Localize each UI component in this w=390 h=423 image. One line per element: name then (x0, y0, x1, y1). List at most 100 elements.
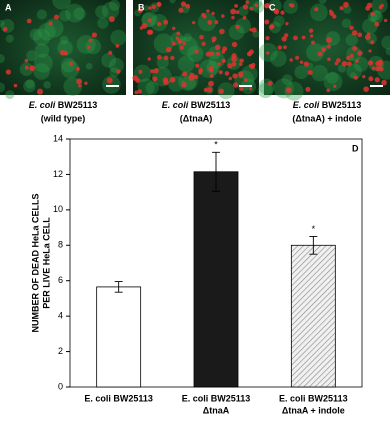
red-cell (333, 84, 337, 88)
red-cell (230, 8, 237, 15)
red-cell (326, 88, 331, 93)
green-blob (197, 12, 217, 32)
red-cell (334, 61, 339, 66)
red-cell (137, 8, 143, 13)
error-bar (309, 235, 318, 255)
red-cell (242, 4, 249, 10)
green-blob (367, 12, 378, 23)
red-cell (295, 55, 300, 60)
green-blob (25, 79, 35, 89)
green-blob (270, 50, 287, 67)
green-blob (345, 33, 359, 47)
green-blob (43, 81, 51, 89)
red-cell (245, 0, 250, 4)
green-blob (268, 0, 282, 13)
red-cell (311, 40, 316, 45)
bar (193, 171, 239, 388)
green-blob (183, 33, 192, 42)
red-cell (116, 69, 121, 74)
red-cell (175, 36, 180, 41)
green-blob (34, 43, 50, 58)
red-cell (165, 46, 172, 53)
micrograph (132, 0, 265, 100)
red-cell (374, 77, 380, 83)
red-cell (115, 44, 120, 48)
red-cell (234, 3, 239, 8)
red-cell (219, 28, 225, 35)
red-cell (151, 4, 157, 10)
red-cell (353, 75, 359, 80)
green-blob (73, 7, 86, 20)
red-cell (214, 44, 221, 51)
green-blob (177, 55, 195, 73)
green-blob (5, 34, 14, 43)
red-cell (362, 74, 366, 79)
y-tick-label: 4 (58, 311, 63, 321)
red-cell (339, 6, 344, 11)
red-cell (235, 24, 240, 29)
green-blob (108, 0, 121, 11)
red-cell (193, 74, 199, 80)
bar (290, 244, 336, 388)
red-cell (188, 74, 195, 81)
green-blob (109, 67, 120, 78)
green-blob (101, 52, 117, 68)
red-cell (206, 9, 210, 13)
red-cell (205, 51, 211, 57)
green-blob (273, 78, 294, 99)
significance-marker: * (214, 140, 218, 150)
red-cell (141, 22, 148, 29)
red-cell (37, 88, 44, 95)
x-tick-label: E. coli BW25113 (279, 393, 348, 403)
red-cell (303, 61, 309, 67)
red-cell (76, 78, 83, 85)
red-cell (170, 55, 175, 61)
red-cell (283, 45, 287, 50)
red-cell (179, 45, 184, 50)
red-cell (352, 45, 358, 51)
red-cell (346, 61, 352, 67)
red-cell (191, 20, 196, 25)
green-blob (0, 53, 5, 64)
panel-label: D (352, 143, 359, 153)
red-cell (264, 19, 270, 25)
red-cell (371, 66, 376, 71)
red-cell (198, 70, 203, 75)
red-cell (63, 50, 68, 56)
red-cell (137, 89, 142, 94)
red-cell (134, 90, 139, 95)
red-cell (146, 29, 152, 35)
red-cell (326, 37, 333, 43)
red-cell (231, 15, 235, 20)
green-blob (59, 9, 71, 22)
green-blob (95, 5, 109, 19)
red-cell (181, 81, 187, 88)
red-cell (246, 51, 252, 57)
red-cell (289, 58, 293, 62)
red-cell (366, 32, 371, 36)
y-tick-label: 2 (58, 346, 63, 356)
green-blob (178, 36, 198, 56)
red-cell (222, 46, 228, 52)
y-axis-label: PER LIVE HeLa CELL (41, 217, 51, 309)
red-cell (308, 28, 314, 33)
red-cell (221, 58, 226, 64)
red-cell (178, 7, 184, 13)
green-blob (33, 63, 50, 80)
red-cell (156, 1, 162, 7)
y-tick-label: 14 (53, 133, 63, 143)
red-cell (351, 30, 358, 36)
caption-line: E. coli BW25113 (162, 100, 231, 110)
green-blob (108, 57, 124, 73)
red-cell (375, 66, 381, 72)
red-cell (249, 87, 253, 91)
red-cell (53, 14, 60, 20)
red-cell (26, 18, 32, 24)
red-cell (243, 78, 248, 82)
green-blob (273, 15, 285, 27)
red-cell (266, 51, 270, 55)
green-blob (294, 65, 309, 80)
red-cell (177, 38, 183, 44)
bar (96, 286, 142, 388)
red-cell (2, 26, 8, 32)
